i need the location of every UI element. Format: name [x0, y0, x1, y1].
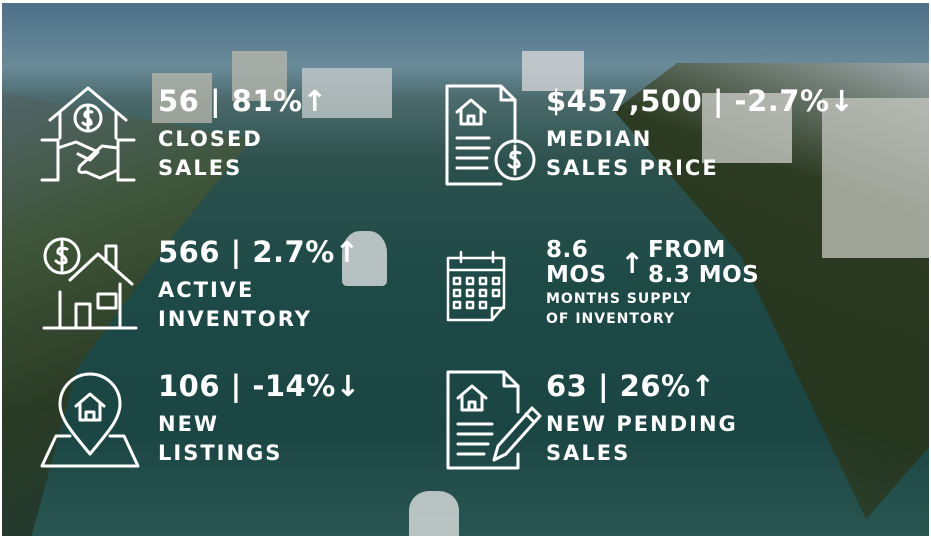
arrow-down-icon: ↓ [335, 369, 361, 403]
location-house-icon [40, 370, 140, 470]
median-price-label: MEDIAN SALES PRICE [546, 127, 719, 180]
house-dollar-icon [40, 234, 138, 332]
building [822, 98, 929, 258]
stat-months-supply: 8.6 MOS ↑ FROM 8.3 MOS MONTHS SUPPLY OF … [546, 238, 759, 329]
stat-new-pending-sales: 63 | 26%↑ NEW PENDING SALES [546, 370, 738, 468]
building [152, 73, 212, 123]
new-pending-value: 63 | 26% [546, 369, 691, 403]
stat-closed-sales: 56 | 81%↑ CLOSED SALES [158, 85, 327, 183]
building [522, 51, 584, 91]
boat [409, 491, 459, 536]
stat-new-listings: 106 | -14%↓ NEW LISTINGS [158, 370, 361, 468]
building [302, 68, 392, 118]
new-listings-value: 106 | -14% [158, 369, 336, 403]
arrow-down-icon: ↓ [829, 84, 855, 118]
closed-sales-value: 56 | 81% [158, 84, 303, 118]
arrow-up-icon: ↑ [302, 84, 328, 118]
house-handshake-icon [40, 80, 136, 190]
arrow-up-icon: ↑ [620, 246, 644, 280]
new-pending-label: NEW PENDING SALES [546, 412, 738, 465]
contract-pen-icon [444, 368, 544, 472]
months-supply-previous: FROM 8.3 MOS [647, 237, 760, 288]
months-supply-value: 8.6 MOS [546, 237, 607, 288]
aerial-photo-background [2, 3, 929, 536]
arrow-up-icon: ↑ [690, 369, 716, 403]
document-dollar-icon [443, 82, 538, 188]
active-inventory-label: ACTIVE INVENTORY [158, 278, 312, 331]
new-listings-label: NEW LISTINGS [158, 412, 283, 465]
median-price-value: $457,500 | -2.7% [546, 84, 830, 118]
boat [342, 231, 387, 286]
arrow-up-icon: ↑ [334, 235, 360, 269]
building [702, 93, 792, 163]
stat-median-sales-price: $457,500 | -2.7%↓ MEDIAN SALES PRICE [546, 85, 854, 183]
active-inventory-value: 566 | 2.7% [158, 235, 335, 269]
months-supply-label: MONTHS SUPPLY OF INVENTORY [546, 291, 692, 327]
stat-active-inventory: 566 | 2.7%↑ ACTIVE INVENTORY [158, 236, 360, 334]
building [232, 51, 287, 101]
closed-sales-label: CLOSED SALES [158, 127, 263, 180]
calendar-icon [445, 250, 507, 322]
